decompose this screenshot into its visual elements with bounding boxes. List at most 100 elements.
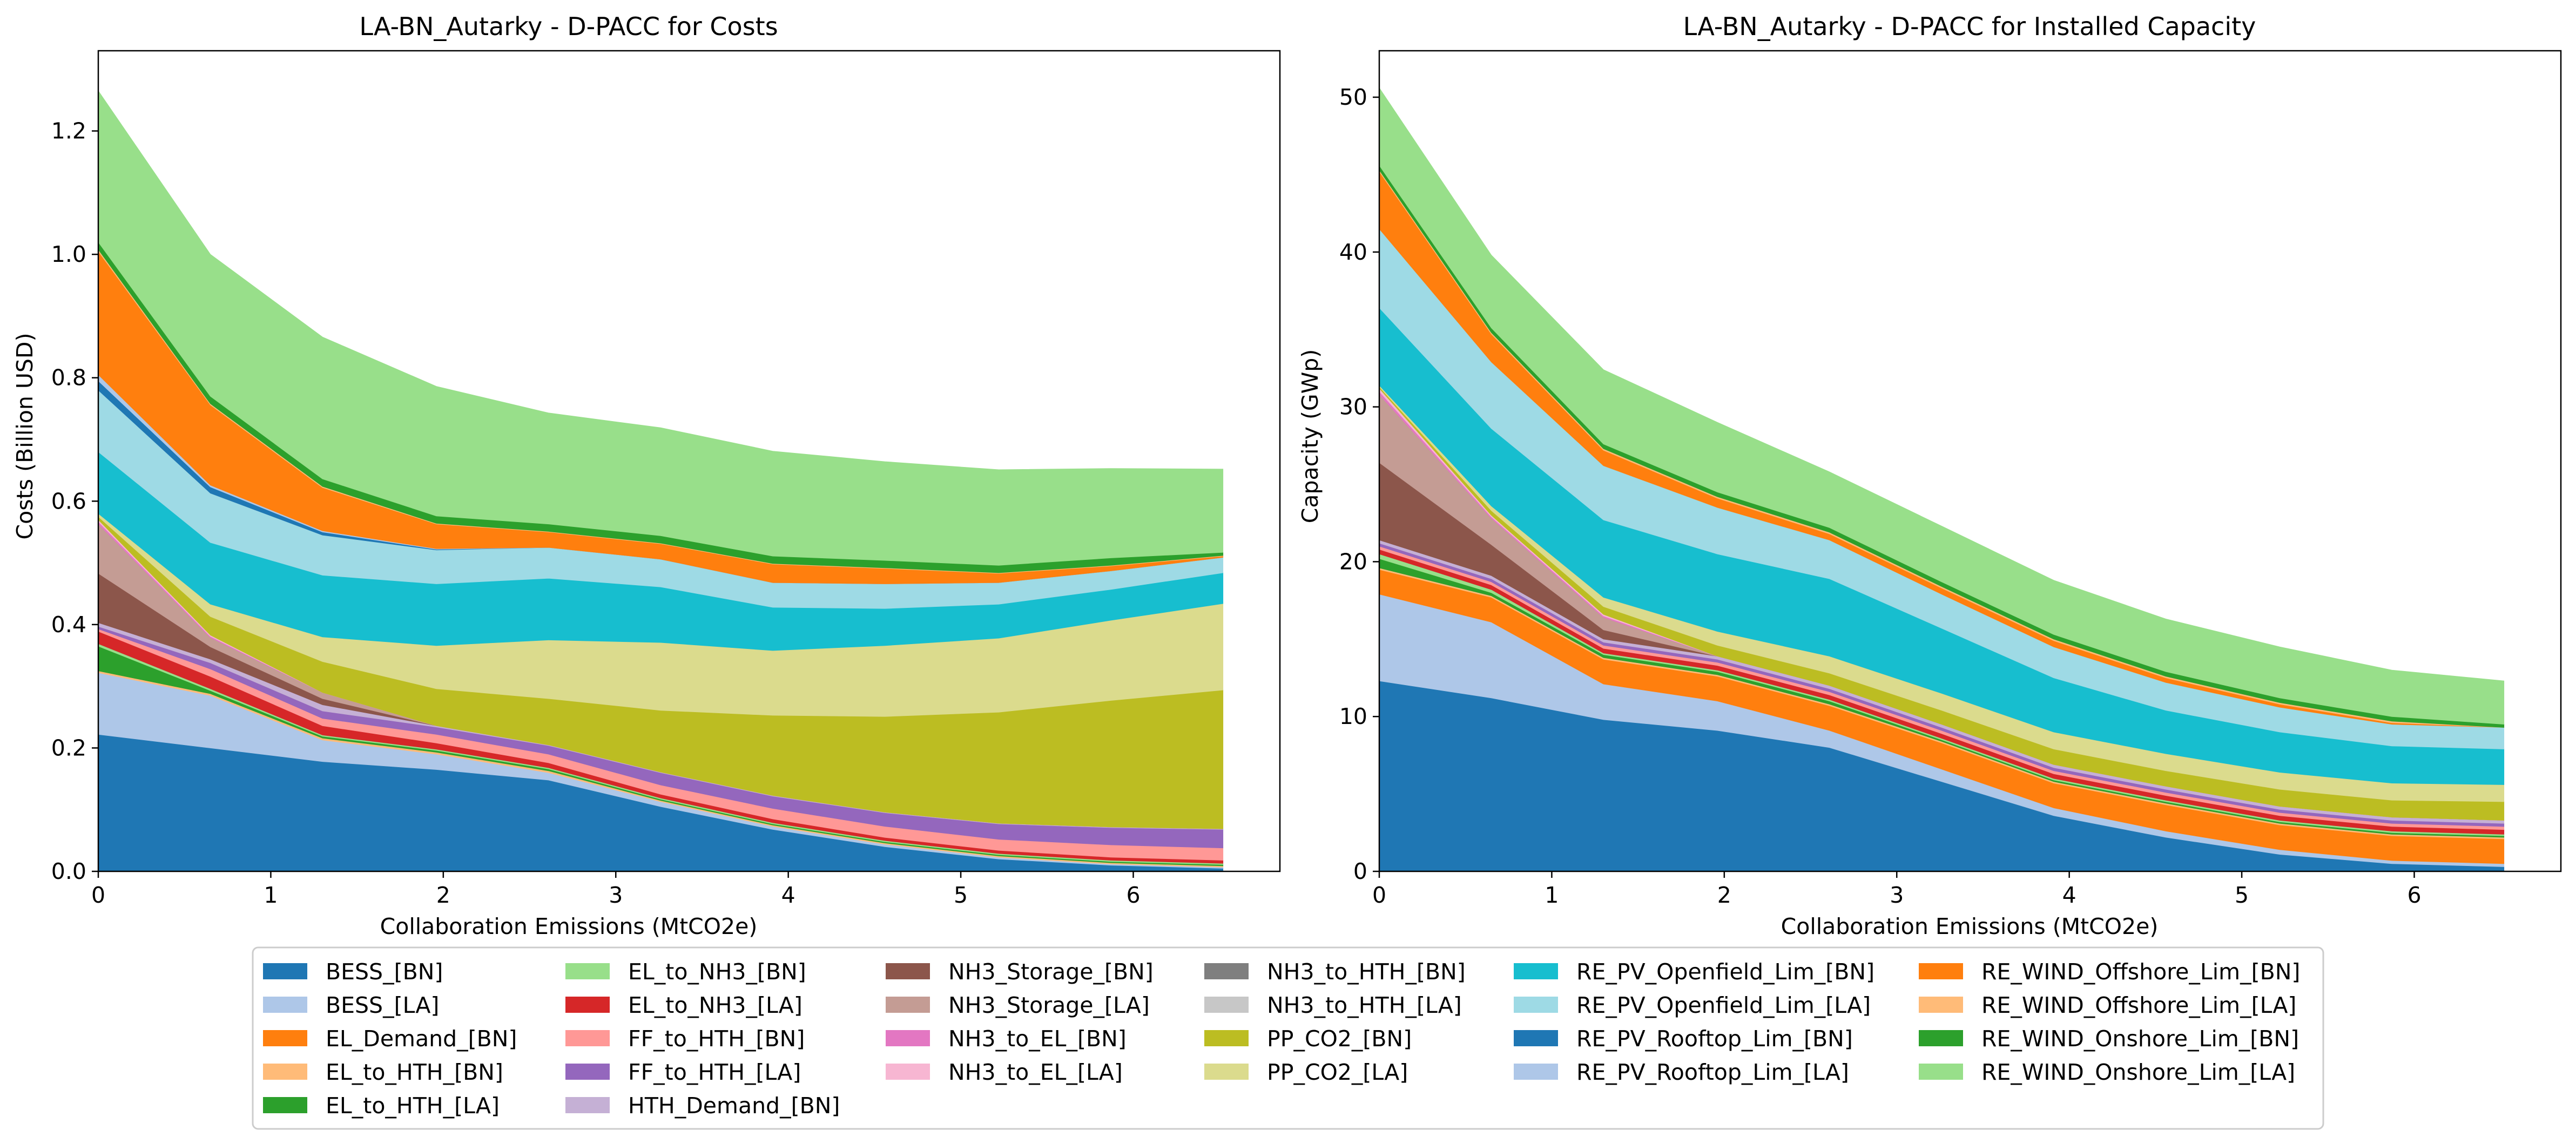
legend-item-re-pv-openfield-lim-bn: RE_PV_Openfield_Lim_[BN] bbox=[1514, 959, 1874, 985]
legend-item-el-to-hth-bn: EL_to_HTH_[BN] bbox=[263, 1059, 503, 1085]
legend-swatch bbox=[263, 997, 307, 1013]
legend-swatch bbox=[565, 1064, 610, 1080]
legend: BESS_[BN] BESS_[LA] EL_Demand_[BN] EL_to_HT… bbox=[252, 946, 2324, 1130]
costs-y-tick-label: 0.0 bbox=[51, 858, 86, 884]
legend-label: EL_to_NH3_[LA] bbox=[628, 992, 803, 1018]
capacity-stacked-areas bbox=[1379, 87, 2505, 872]
legend-swatch bbox=[1204, 1064, 1249, 1080]
legend-swatch bbox=[886, 1064, 930, 1080]
legend-item-nh3-to-el-bn: NH3_to_EL_[BN] bbox=[886, 1026, 1127, 1052]
capacity-chart: 0 1 2 3 4 5 6 0 10 20 30 40 50 LA-BN_Autarky - D-PAC… bbox=[1297, 12, 2562, 939]
legend-swatch bbox=[1514, 1030, 1558, 1046]
legend-item-el-to-nh3-la: EL_to_NH3_[LA] bbox=[565, 992, 803, 1018]
legend-item-nh3-storage-la: NH3_Storage_[LA] bbox=[886, 992, 1150, 1018]
capacity-plot-frame bbox=[1378, 50, 2562, 872]
capacity-x-tick-label: 3 bbox=[1890, 882, 1904, 908]
legend-label: NH3_to_HTH_[LA] bbox=[1267, 992, 1462, 1018]
legend-swatch bbox=[1514, 997, 1558, 1013]
costs-y-tick-label: 1.2 bbox=[51, 118, 86, 144]
legend-label: NH3_to_HTH_[BN] bbox=[1267, 959, 1466, 985]
costs-x-tick-label: 1 bbox=[264, 882, 278, 908]
capacity-y-tick-label: 0 bbox=[1353, 858, 1367, 884]
legend-swatch bbox=[1204, 1030, 1249, 1046]
legend-label: RE_PV_Rooftop_Lim_[BN] bbox=[1576, 1026, 1853, 1052]
legend-items: BESS_[BN] BESS_[LA] EL_Demand_[BN] EL_to_HT… bbox=[263, 959, 2300, 1119]
costs-plot-frame bbox=[97, 50, 1281, 872]
legend-label: RE_PV_Openfield_Lim_[LA] bbox=[1576, 992, 1871, 1018]
legend-item-nh3-to-el-la: NH3_to_EL_[LA] bbox=[886, 1059, 1123, 1085]
legend-item-ff-to-hth-la: FF_to_HTH_[LA] bbox=[565, 1059, 801, 1085]
capacity-x-tick-label: 6 bbox=[2407, 882, 2421, 908]
legend-swatch bbox=[1919, 1064, 1963, 1080]
legend-swatch bbox=[1919, 963, 1963, 979]
legend-swatch bbox=[263, 1030, 307, 1046]
costs-x-tick-label: 6 bbox=[1126, 882, 1140, 908]
legend-item-pp-co2-la: PP_CO2_[LA] bbox=[1204, 1059, 1408, 1085]
legend-label: RE_PV_Rooftop_Lim_[LA] bbox=[1576, 1059, 1849, 1085]
legend-swatch bbox=[886, 997, 930, 1013]
capacity-x-tick-label: 2 bbox=[1717, 882, 1731, 908]
legend-label: NH3_Storage_[BN] bbox=[948, 959, 1154, 985]
legend-swatch bbox=[1204, 963, 1249, 979]
legend-label: RE_WIND_Offshore_Lim_[LA] bbox=[1981, 992, 2296, 1018]
legend-swatch bbox=[1514, 1064, 1558, 1080]
capacity-x-tick-label: 5 bbox=[2235, 882, 2249, 908]
costs-y-tick-label: 0.4 bbox=[51, 612, 86, 638]
legend-label: NH3_to_EL_[LA] bbox=[948, 1059, 1123, 1085]
legend-swatch bbox=[1919, 997, 1963, 1013]
legend-item-hth-demand-bn: HTH_Demand_[BN] bbox=[565, 1093, 840, 1119]
costs-stacked-areas bbox=[98, 90, 1224, 872]
legend-item-re-wind-onshore-lim-bn: RE_WIND_Onshore_Lim_[BN] bbox=[1919, 1026, 2299, 1052]
capacity-y-tick-label: 30 bbox=[1339, 394, 1367, 420]
capacity-y-tick-label: 40 bbox=[1339, 239, 1367, 265]
legend-label: NH3_to_EL_[BN] bbox=[948, 1026, 1127, 1052]
legend-item-bess-la: BESS_[LA] bbox=[263, 992, 439, 1018]
costs-y-tick-label: 1.0 bbox=[51, 241, 86, 267]
legend-label: EL_to_NH3_[BN] bbox=[628, 959, 806, 985]
legend-swatch bbox=[565, 963, 610, 979]
legend-swatch bbox=[565, 997, 610, 1013]
legend-item-re-pv-rooftop-lim-bn: RE_PV_Rooftop_Lim_[BN] bbox=[1514, 1026, 1853, 1052]
legend-item-re-wind-offshore-lim-bn: RE_WIND_Offshore_Lim_[BN] bbox=[1919, 959, 2300, 985]
legend-swatch bbox=[1204, 997, 1249, 1013]
legend-label: EL_to_HTH_[LA] bbox=[326, 1093, 500, 1119]
capacity-y-axis-label: Capacity (GWp) bbox=[1297, 349, 1323, 524]
capacity-x-axis-label: Collaboration Emissions (MtCO2e) bbox=[1781, 913, 2159, 939]
legend-item-el-to-hth-la: EL_to_HTH_[LA] bbox=[263, 1093, 500, 1119]
legend-label: FF_to_HTH_[LA] bbox=[628, 1059, 801, 1085]
costs-y-tick-label: 0.6 bbox=[51, 488, 86, 514]
legend-item-re-pv-rooftop-lim-la: RE_PV_Rooftop_Lim_[LA] bbox=[1514, 1059, 1849, 1085]
legend-swatch bbox=[565, 1097, 610, 1113]
legend-label: NH3_Storage_[LA] bbox=[948, 992, 1150, 1018]
legend-swatch bbox=[886, 1030, 930, 1046]
legend-swatch bbox=[886, 963, 930, 979]
costs-x-tick-label: 2 bbox=[436, 882, 450, 908]
capacity-y-tick-label: 10 bbox=[1339, 703, 1367, 729]
costs-y-tick-label: 0.2 bbox=[51, 735, 86, 761]
legend-label: FF_to_HTH_[BN] bbox=[628, 1026, 805, 1052]
costs-y-axis-label: Costs (Billion USD) bbox=[12, 333, 38, 540]
legend-label: EL_to_HTH_[BN] bbox=[326, 1059, 503, 1085]
costs-x-tick-label: 5 bbox=[954, 882, 968, 908]
legend-item-re-wind-onshore-lim-la: RE_WIND_Onshore_Lim_[LA] bbox=[1919, 1059, 2295, 1085]
costs-x-tick-label: 0 bbox=[91, 882, 105, 908]
capacity-y-tick-label: 20 bbox=[1339, 549, 1367, 574]
legend-label: PP_CO2_[LA] bbox=[1267, 1059, 1408, 1085]
legend-swatch bbox=[263, 963, 307, 979]
legend-item-bess-bn: BESS_[BN] bbox=[263, 959, 443, 985]
legend-item-nh3-to-hth-bn: NH3_to_HTH_[BN] bbox=[1204, 959, 1466, 985]
legend-item-el-demand-bn: EL_Demand_[BN] bbox=[263, 1026, 517, 1052]
costs-area-re-wind-onshore-lim-la bbox=[98, 90, 1224, 566]
costs-y-tick-label: 0.8 bbox=[51, 365, 86, 391]
legend-item-re-pv-openfield-lim-la: RE_PV_Openfield_Lim_[LA] bbox=[1514, 992, 1871, 1018]
legend-swatch bbox=[1514, 963, 1558, 979]
costs-chart: 0 1 2 3 4 5 6 0.0 0.2 0.4 0.6 0.8 1.0 1.2 LA-BN_Autar… bbox=[12, 12, 1281, 939]
capacity-x-tick-label: 0 bbox=[1372, 882, 1386, 908]
legend-swatch bbox=[1919, 1030, 1963, 1046]
legend-item-ff-to-hth-bn: FF_to_HTH_[BN] bbox=[565, 1026, 805, 1052]
capacity-area-re-wind-onshore-lim-la bbox=[1379, 87, 2505, 725]
capacity-x-tick-label: 4 bbox=[2062, 882, 2076, 908]
legend-label: BESS_[BN] bbox=[326, 959, 443, 985]
legend-item-nh3-to-hth-la: NH3_to_HTH_[LA] bbox=[1204, 992, 1462, 1018]
legend-swatch bbox=[263, 1097, 307, 1113]
